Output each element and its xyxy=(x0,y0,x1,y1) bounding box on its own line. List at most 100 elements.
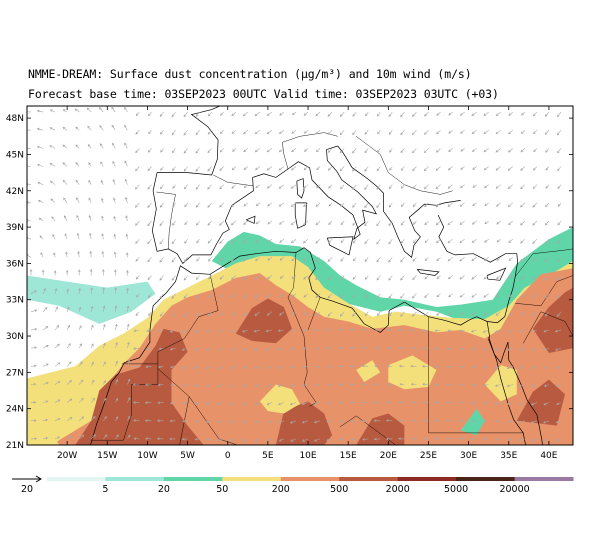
wind-arrow xyxy=(66,379,72,385)
wind-arrow xyxy=(494,402,501,405)
wind-arrow xyxy=(386,400,393,404)
wind-arrow xyxy=(339,419,345,423)
wind-arrow xyxy=(184,202,188,208)
wind-arrow xyxy=(181,437,188,441)
wind-arrow xyxy=(132,401,140,404)
wind-arrow xyxy=(483,383,489,387)
wind-arrow xyxy=(400,311,405,317)
wind-arrow xyxy=(337,346,345,350)
wind-arrow xyxy=(388,184,393,190)
wind-arrow xyxy=(435,238,441,244)
wind-arrow xyxy=(27,254,32,258)
wind-arrow xyxy=(195,148,200,154)
wind-arrow xyxy=(388,239,393,245)
wind-arrow xyxy=(409,346,417,350)
wind-arrow xyxy=(133,419,140,422)
wind-arrow xyxy=(352,257,357,262)
wind-arrow xyxy=(195,111,200,117)
wind-arrow xyxy=(76,232,80,240)
wind-arrow xyxy=(255,202,261,207)
wind-arrow xyxy=(27,110,32,113)
wind-arrow xyxy=(385,437,393,441)
legend-swatch xyxy=(222,477,282,481)
wind-arrow xyxy=(520,275,526,280)
wind-arrow xyxy=(255,257,261,262)
wind-arrow xyxy=(205,329,212,333)
wind-arrow xyxy=(386,382,393,386)
lon-tick-label: 5W xyxy=(180,451,195,461)
border-morocco-algeria xyxy=(157,274,219,364)
wind-arrow xyxy=(424,220,429,226)
wind-arrow xyxy=(388,130,393,135)
wind-arrow xyxy=(277,329,284,332)
wind-arrow xyxy=(255,166,261,171)
wind-arrow xyxy=(327,293,333,299)
wind-arrow xyxy=(111,124,116,131)
wind-arrow xyxy=(388,275,393,281)
wind-arrow xyxy=(169,437,176,441)
wind-arrow xyxy=(532,329,538,333)
wind-arrow xyxy=(242,111,248,117)
wind-arrow xyxy=(111,106,116,113)
wind-arrow xyxy=(434,329,441,332)
coast-balkans xyxy=(337,145,461,258)
wind-arrow xyxy=(303,184,309,189)
wind-arrow xyxy=(254,311,261,316)
wind-arrow xyxy=(376,166,381,172)
wind-arrow xyxy=(433,383,441,386)
wind-arrow xyxy=(170,347,176,351)
wind-arrow xyxy=(90,287,94,294)
dust-concentration-layer xyxy=(27,227,573,445)
wind-arrow xyxy=(172,166,176,172)
wind-arrow xyxy=(507,148,513,153)
wind-arrow xyxy=(207,166,212,172)
wind-arrow xyxy=(206,438,212,441)
wind-arrow xyxy=(543,384,550,387)
wind-arrow xyxy=(364,184,369,191)
wind-arrow xyxy=(78,361,83,367)
lat-tick-label: 27N xyxy=(6,368,24,378)
wind-arrow xyxy=(231,166,237,171)
wind-arrow xyxy=(62,126,68,131)
wind-arrow xyxy=(194,437,200,441)
lon-tick-label: 15W xyxy=(97,451,117,461)
wind-arrow xyxy=(196,275,200,280)
wind-arrow xyxy=(43,400,49,404)
wind-arrow xyxy=(398,401,405,404)
wind-arrow xyxy=(290,220,297,226)
wind-arrow xyxy=(207,184,212,190)
wind-arrow xyxy=(533,129,538,135)
wind-arrow xyxy=(388,111,393,117)
wind-arrow xyxy=(144,383,152,387)
wind-arrow xyxy=(218,329,224,333)
wind-arrow xyxy=(115,434,119,440)
wind-arrow xyxy=(470,401,477,405)
lon-tick-label: 0 xyxy=(225,451,231,461)
wind-arrow xyxy=(520,129,526,135)
wind-arrow xyxy=(53,270,57,276)
wind-arrow xyxy=(279,311,285,316)
wind-arrow xyxy=(171,148,176,154)
wind-arrow xyxy=(374,364,381,368)
wind-arrow xyxy=(315,202,321,207)
wind-arrow xyxy=(242,311,248,316)
wind-arrow xyxy=(101,268,105,276)
wind-arrow xyxy=(557,166,562,172)
border-france-italy-alps xyxy=(282,132,338,170)
coast-red-sea-west xyxy=(486,321,526,445)
wind-arrow xyxy=(267,275,273,280)
wind-arrow xyxy=(399,382,405,386)
wind-arrow xyxy=(255,184,261,189)
wind-arrow xyxy=(172,184,176,189)
wind-arrow xyxy=(170,365,176,369)
wind-arrow xyxy=(147,202,152,208)
wind-arrow xyxy=(205,347,212,351)
wind-arrow xyxy=(483,257,489,261)
lon-tick-label: 15E xyxy=(340,451,357,461)
wind-arrow xyxy=(156,437,164,441)
wind-arrow xyxy=(458,383,465,387)
wind-arrow xyxy=(278,420,285,424)
wind-arrow xyxy=(508,129,513,135)
coast-portugal-spain xyxy=(151,172,254,264)
wind-arrow xyxy=(133,329,140,332)
